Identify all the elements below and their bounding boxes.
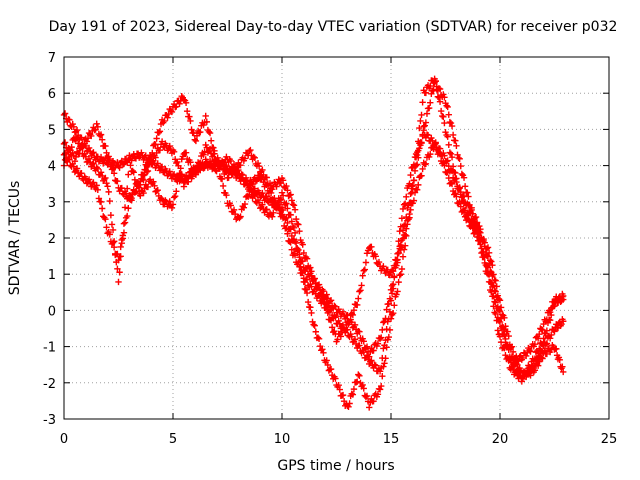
x-tick-label: 0 <box>60 432 68 447</box>
x-tick-label: 5 <box>169 432 177 447</box>
y-tick-label: 7 <box>48 51 56 66</box>
plot-frame <box>63 56 610 420</box>
x-tick-label: 20 <box>492 432 509 447</box>
y-tick-label: -3 <box>43 413 56 428</box>
y-tick-label: 3 <box>48 196 56 211</box>
x-axis-label: GPS time / hours <box>277 458 394 474</box>
y-tick-label: -2 <box>43 377 56 392</box>
y-tick-label: -1 <box>43 341 56 356</box>
y-tick-label: 4 <box>48 160 56 175</box>
y-tick-label: 1 <box>48 268 56 283</box>
series-a-markers <box>60 78 567 381</box>
y-tick-label: 0 <box>48 304 56 319</box>
series-c <box>60 75 567 411</box>
y-tick-label: 6 <box>48 87 56 102</box>
y-tick-label: 5 <box>48 123 56 138</box>
x-tick-label: 25 <box>601 432 618 447</box>
series-a <box>60 78 567 381</box>
y-tick-label: 2 <box>48 232 56 247</box>
series-c-markers <box>60 75 567 411</box>
chart-title: Day 191 of 2023, Sidereal Day-to-day VTE… <box>49 19 618 35</box>
y-axis-label: SDTVAR / TECUs <box>7 181 23 296</box>
x-tick-label: 10 <box>274 432 291 447</box>
x-tick-label: 15 <box>383 432 400 447</box>
